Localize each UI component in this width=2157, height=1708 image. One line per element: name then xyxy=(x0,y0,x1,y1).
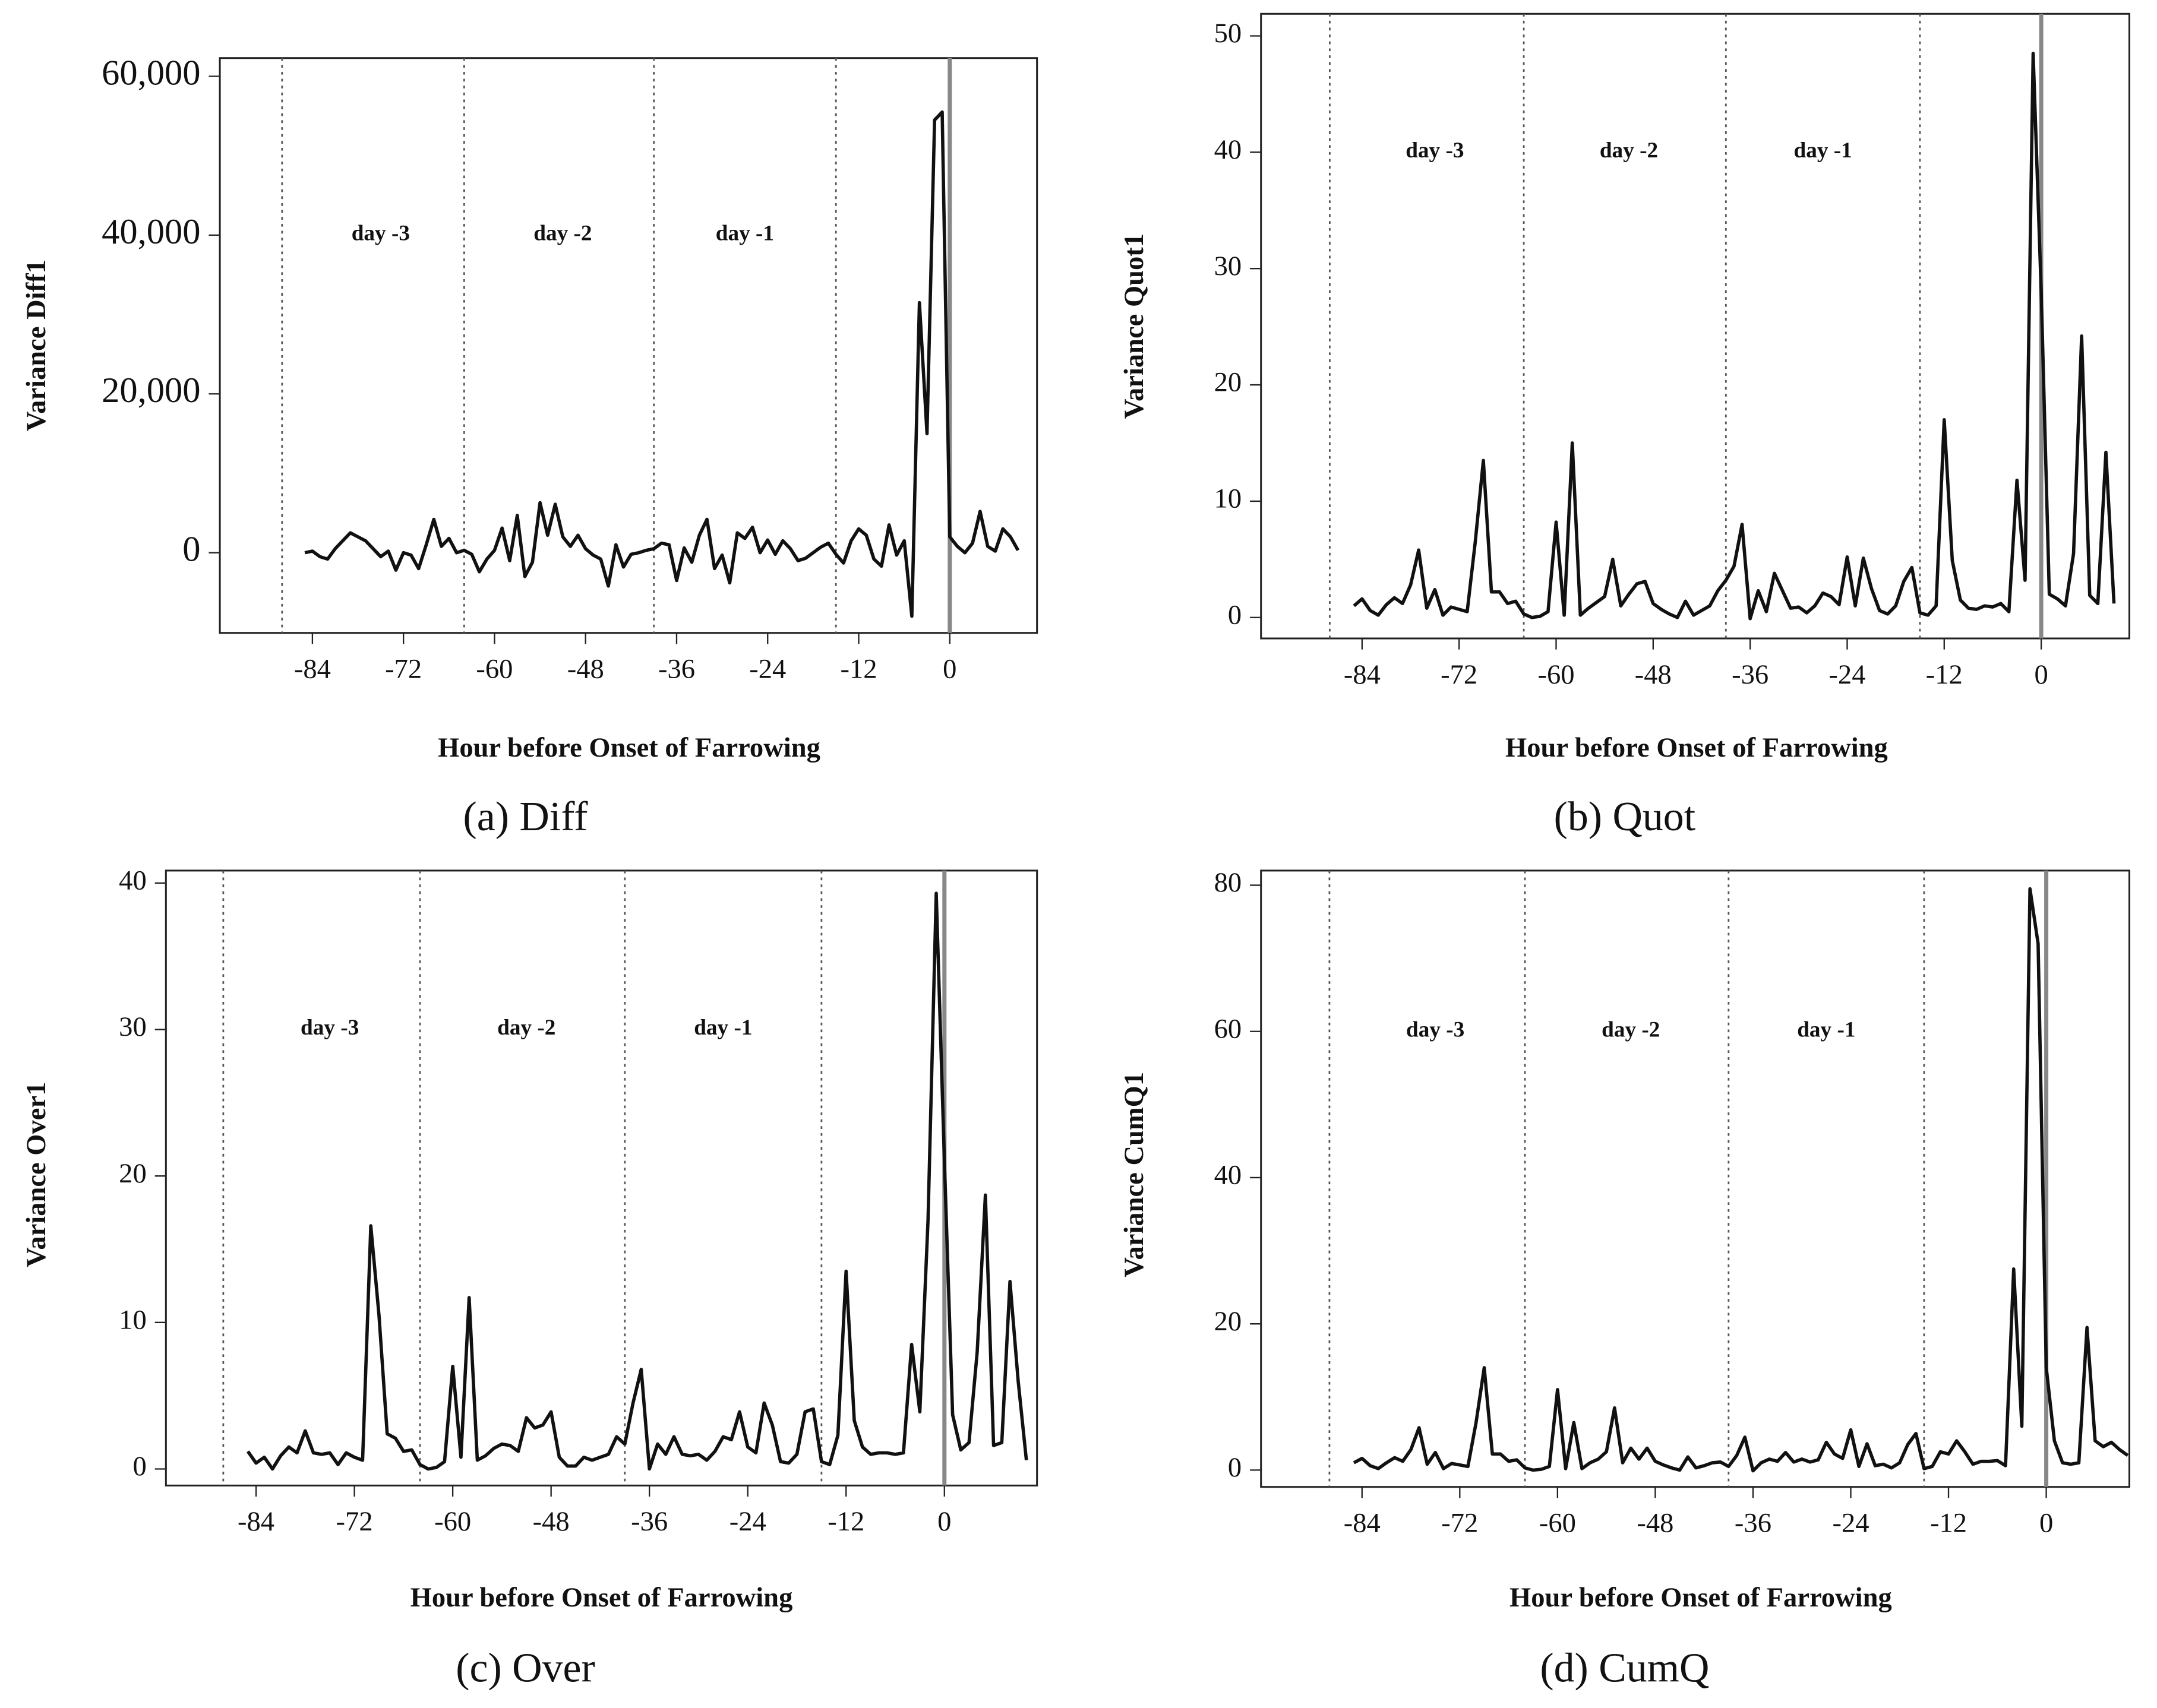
y-tick-label: 20 xyxy=(119,1159,147,1189)
x-tick-label: -84 xyxy=(238,1507,274,1537)
x-tick-label: -36 xyxy=(658,654,695,685)
day-label: day -3 xyxy=(352,221,410,245)
day-label: day -1 xyxy=(1797,1017,1855,1042)
plot-frame xyxy=(1260,869,2130,1488)
x-tick-label: -72 xyxy=(385,654,422,685)
x-tick-label: -84 xyxy=(1344,660,1381,690)
y-tick-label: 40 xyxy=(119,866,147,896)
y-axis-label: Variance CumQ1 xyxy=(1119,1072,1149,1277)
x-tick-label: -36 xyxy=(1732,660,1768,690)
x-tick-label: -48 xyxy=(533,1507,570,1537)
x-tick-label: -36 xyxy=(1735,1508,1771,1539)
data-line xyxy=(1353,52,2116,621)
y-tick-label: 0 xyxy=(1228,600,1242,630)
plot-frame xyxy=(165,869,1038,1486)
day-label: day -3 xyxy=(1406,138,1464,163)
x-tick-label: -12 xyxy=(1926,660,1963,690)
y-axis-label: Variance Diff1 xyxy=(21,260,52,431)
y-tick-label: 0 xyxy=(132,1451,146,1482)
x-tick-label: -24 xyxy=(1832,1508,1869,1539)
y-tick-label: 60 xyxy=(1214,1014,1242,1044)
x-axis-label: Hour before Onset of Farrowing xyxy=(1509,1583,1892,1613)
plot-frame xyxy=(219,57,1038,634)
y-tick-label: 80 xyxy=(1214,868,1242,898)
x-tick-label: -12 xyxy=(841,654,877,685)
y-tick-label: 0 xyxy=(1228,1453,1242,1483)
x-tick-label: -36 xyxy=(631,1507,668,1537)
y-tick-label: 20,000 xyxy=(102,371,200,410)
x-tick-label: -72 xyxy=(336,1507,373,1537)
data-line xyxy=(246,891,1028,1471)
x-tick-label: -60 xyxy=(476,654,513,685)
day-label: day -1 xyxy=(716,221,774,245)
x-axis-label: Hour before Onset of Farrowing xyxy=(410,1583,793,1613)
y-tick-label: 40 xyxy=(1214,1160,1242,1191)
plot-frame xyxy=(1260,12,2130,640)
x-tick-label: -12 xyxy=(1930,1508,1967,1539)
y-tick-label: 60,000 xyxy=(102,53,200,93)
data-line xyxy=(304,110,1020,618)
day-label: day -2 xyxy=(1600,138,1658,163)
day-label: day -1 xyxy=(1794,138,1852,163)
x-tick-label: -48 xyxy=(1635,660,1672,690)
x-tick-label: 0 xyxy=(943,654,956,685)
x-tick-label: -60 xyxy=(434,1507,471,1537)
x-tick-label: -24 xyxy=(729,1507,766,1537)
y-tick-label: 10 xyxy=(1214,484,1242,514)
y-tick-label: 10 xyxy=(119,1305,147,1336)
x-tick-label: 0 xyxy=(2034,660,2048,690)
day-label: day -3 xyxy=(1406,1017,1464,1042)
x-axis-label: Hour before Onset of Farrowing xyxy=(438,733,820,763)
day-label: day -2 xyxy=(1602,1017,1660,1042)
y-axis-label: Variance Quot1 xyxy=(1119,233,1149,419)
x-axis-label: Hour before Onset of Farrowing xyxy=(1505,733,1888,763)
x-tick-label: -12 xyxy=(828,1507,864,1537)
x-tick-label: -60 xyxy=(1537,660,1574,690)
x-tick-label: -24 xyxy=(749,654,786,685)
y-tick-label: 20 xyxy=(1214,1307,1242,1337)
x-tick-label: -84 xyxy=(294,654,331,685)
x-tick-label: -84 xyxy=(1344,1508,1381,1539)
y-tick-label: 40,000 xyxy=(102,212,200,252)
x-tick-label: -72 xyxy=(1441,660,1477,690)
y-tick-label: 30 xyxy=(119,1012,147,1042)
y-tick-label: 30 xyxy=(1214,251,1242,281)
y-tick-label: 50 xyxy=(1214,18,1242,49)
y-axis-label: Variance Over1 xyxy=(21,1082,52,1267)
x-tick-label: 0 xyxy=(937,1507,951,1537)
x-tick-label: 0 xyxy=(2039,1508,2053,1539)
panel-caption: (c) Over xyxy=(456,1646,595,1691)
panel-caption: (a) Diff xyxy=(463,794,588,840)
day-label: day -2 xyxy=(533,221,592,245)
day-label: day -3 xyxy=(301,1016,359,1040)
y-tick-label: 20 xyxy=(1214,368,1242,398)
x-tick-label: -48 xyxy=(567,654,604,685)
panel-caption: (b) Quot xyxy=(1554,794,1695,840)
y-tick-label: 0 xyxy=(182,530,200,570)
y-tick-label: 40 xyxy=(1214,135,1242,165)
day-label: day -2 xyxy=(497,1016,555,1040)
x-tick-label: -48 xyxy=(1637,1508,1673,1539)
x-tick-label: -24 xyxy=(1828,660,1865,690)
x-tick-label: -60 xyxy=(1539,1508,1576,1539)
data-line xyxy=(1353,887,2129,1473)
x-tick-label: -72 xyxy=(1441,1508,1478,1539)
panel-caption: (d) CumQ xyxy=(1540,1646,1709,1691)
day-label: day -1 xyxy=(694,1016,752,1040)
